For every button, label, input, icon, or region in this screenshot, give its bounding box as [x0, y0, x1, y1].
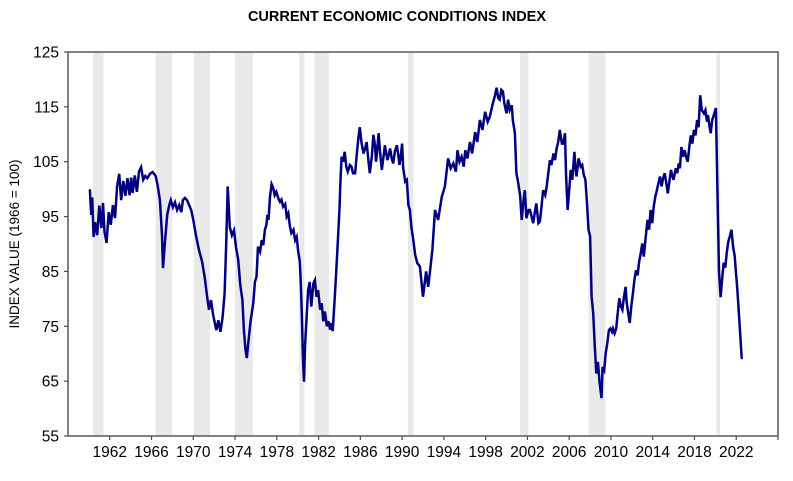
- x-axis-tick-label: 2002: [510, 444, 544, 461]
- y-axis-title: INDEX VALUE (1966 = 100): [7, 160, 22, 329]
- x-axis-tick-label: 1998: [468, 444, 502, 461]
- y-axis-tick-label: 65: [42, 374, 59, 391]
- x-axis-tick-label: 1994: [427, 444, 462, 461]
- x-axis-tick-label: 1986: [343, 444, 377, 461]
- x-axis-tick-label: 1978: [260, 444, 294, 461]
- recession-band: [93, 52, 104, 436]
- y-axis-tick-label: 95: [42, 209, 59, 226]
- x-axis-tick-label: 1970: [176, 444, 211, 461]
- y-axis-tick-label: 125: [33, 45, 59, 62]
- x-axis-tick-label: 1982: [301, 444, 335, 461]
- plot-area-border: [67, 51, 779, 437]
- x-axis-tick-label: 1966: [134, 444, 168, 461]
- recession-band: [314, 52, 330, 436]
- y-axis-tick-label: 85: [42, 264, 59, 281]
- y-axis-tick-label: 115: [34, 99, 59, 116]
- recession-bands-group: [93, 52, 721, 436]
- recession-band: [193, 52, 210, 436]
- x-axis-tick-label: 2014: [635, 444, 670, 461]
- x-axis-tick-label: 2022: [719, 444, 753, 461]
- chart-title: CURRENT ECONOMIC CONDITIONS INDEX: [248, 9, 546, 25]
- x-axis-tick-label: 1990: [385, 444, 420, 461]
- recession-band: [299, 52, 305, 436]
- x-axis-tick-label: 2006: [552, 444, 586, 461]
- chart-line: [88, 87, 743, 399]
- x-axis-tick-label: 1974: [218, 444, 253, 461]
- recession-band: [520, 52, 529, 436]
- recession-band: [407, 52, 414, 436]
- y-axis-tick-label: 105: [33, 154, 59, 171]
- recession-band: [235, 52, 253, 436]
- x-axis-tick-label: 1962: [93, 444, 127, 461]
- recession-band: [588, 52, 606, 436]
- x-axis-tick-label: 2018: [677, 444, 711, 461]
- axis-labels-group: 1962 1966 1970 1974 1978 1982 1986 1990 1994 1998…: [33, 45, 753, 462]
- y-axis-tick-label: 55: [42, 429, 59, 446]
- y-axis-tick-label: 75: [42, 319, 59, 336]
- x-axis-tick-label: 2010: [594, 444, 629, 461]
- data-series-group: [88, 87, 743, 399]
